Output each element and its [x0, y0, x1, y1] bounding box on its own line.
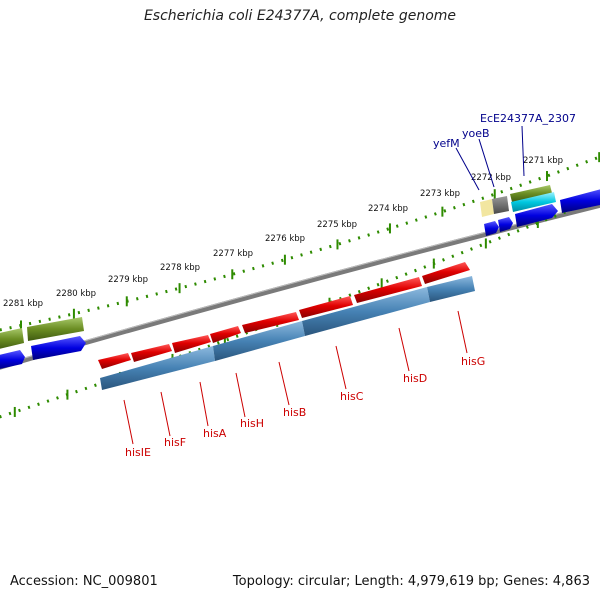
top-leaders	[455, 125, 525, 191]
his-cds-track	[98, 262, 470, 369]
feature-blue-right-4	[560, 189, 600, 213]
label-hisG: hisG	[461, 355, 485, 368]
kbp-label: 2274 kbp	[368, 204, 408, 214]
label-hisIE: hisIE	[125, 446, 151, 459]
label-EcE24377A_2307: EcE24377A_2307	[480, 112, 576, 125]
accession-text: Accession: NC_009801	[10, 574, 158, 589]
feature-blue-right-3	[515, 204, 558, 227]
his-labels: hisIE hisF hisA hisH hisB hisC hisD hisG	[125, 355, 485, 459]
feature-blue-left-1	[0, 350, 25, 369]
feature-blue-right-2	[498, 217, 513, 232]
his-leaders	[123, 310, 468, 445]
kbp-label: 2278 kbp	[160, 263, 200, 273]
label-hisB: hisB	[283, 406, 306, 419]
top-labels: yefM yoeB EcE24377A_2307	[433, 112, 576, 150]
cds-hisB	[242, 312, 299, 333]
feature-cyan-right	[511, 192, 556, 212]
inner-tick-ring	[0, 196, 600, 419]
feature-blue-left-2	[31, 336, 86, 360]
kbp-label: 2281 kbp	[3, 299, 43, 309]
label-hisC: hisC	[340, 390, 364, 403]
feature-yoeB	[492, 196, 509, 214]
cds-hisIE	[98, 353, 131, 369]
cds-hisA	[172, 335, 211, 353]
cds-hisG	[422, 262, 470, 284]
cds-hisF	[131, 344, 172, 362]
genome-summary-text: Topology: circular; Length: 4,979,619 bp…	[232, 574, 590, 589]
kbp-label: 2280 kbp	[56, 289, 96, 299]
label-yefM: yefM	[433, 137, 460, 150]
feature-yefM	[480, 199, 494, 217]
cds-hisC	[299, 296, 353, 318]
label-hisD: hisD	[403, 372, 427, 385]
kbp-label: 2277 kbp	[213, 249, 253, 259]
feature-olive-right	[510, 185, 552, 202]
kbp-label: 2275 kbp	[317, 220, 357, 230]
map-title: Escherichia coli E24377A, complete genom…	[143, 8, 457, 24]
cds-hisH	[210, 326, 241, 343]
cds-hisD	[354, 277, 422, 303]
label-hisF: hisF	[164, 436, 186, 449]
kbp-label: 2279 kbp	[108, 275, 148, 285]
kbp-label: 2273 kbp	[420, 189, 460, 199]
outer-major-ticks	[19, 152, 600, 331]
his-gene-track	[100, 276, 475, 390]
label-yoeB: yoeB	[462, 127, 490, 140]
label-hisH: hisH	[240, 417, 264, 430]
feature-olive-left-2	[27, 317, 84, 341]
feature-blue-right-1	[484, 221, 499, 236]
kbp-label: 2271 kbp	[523, 156, 563, 166]
kbp-label: 2276 kbp	[265, 234, 305, 244]
feature-olive-left-1	[0, 328, 24, 349]
label-hisA: hisA	[203, 427, 227, 440]
